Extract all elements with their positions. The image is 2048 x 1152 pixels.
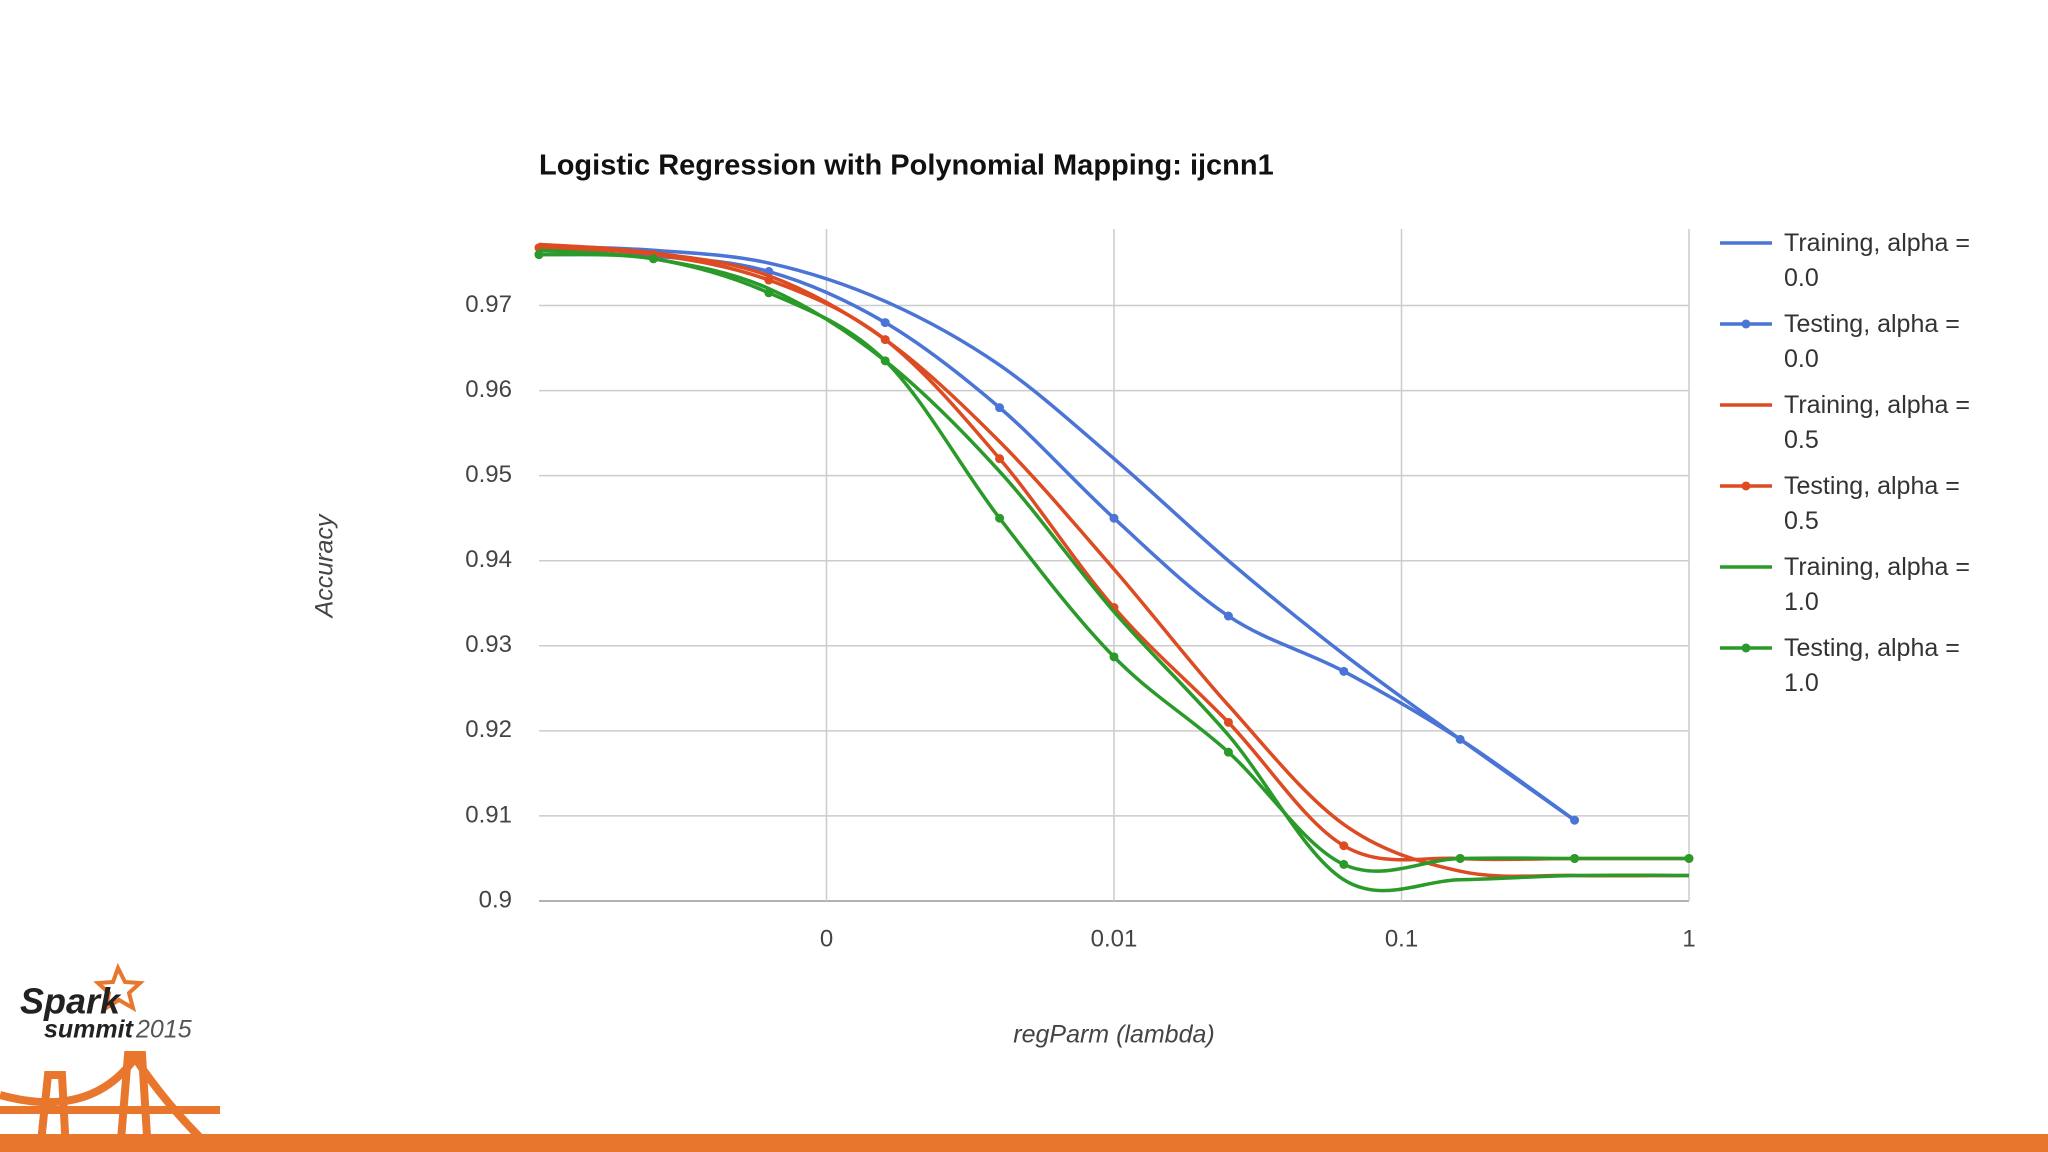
data-point xyxy=(1223,717,1233,727)
legend-label: Testing, alpha = 0.0 xyxy=(1784,310,1960,373)
data-point xyxy=(1455,734,1465,744)
legend-swatch xyxy=(1720,565,1772,569)
chart-title: Logistic Regression with Polynomial Mapp… xyxy=(539,150,1274,182)
y-tick-label: 0.94 xyxy=(465,546,512,573)
logo: Spark summit 2015 xyxy=(0,962,220,1152)
series-line xyxy=(538,242,1690,879)
data-point xyxy=(880,318,890,328)
logo-bridge xyxy=(0,1051,220,1152)
logo-name: Spark xyxy=(20,981,122,1022)
data-point xyxy=(1109,513,1119,523)
series-line xyxy=(538,244,1576,822)
legend-marker xyxy=(1741,643,1751,653)
logo-year: 2015 xyxy=(135,1016,192,1044)
footer-bar xyxy=(0,1134,2048,1152)
data-point xyxy=(1339,841,1349,851)
y-tick-label: 0.9 xyxy=(479,886,512,913)
series-line xyxy=(538,252,1576,822)
y-tick-label: 0.93 xyxy=(465,631,512,658)
data-point xyxy=(1570,853,1580,863)
data-point xyxy=(764,288,774,298)
logo-star xyxy=(93,962,145,1013)
series-line xyxy=(538,252,1689,873)
x-tick-label: 0 xyxy=(820,925,833,952)
data-point xyxy=(880,335,890,345)
legend-swatch xyxy=(1720,241,1772,245)
legend-label: Testing, alpha = 1.0 xyxy=(1784,634,1960,697)
legend-label: Training, alpha = 1.0 xyxy=(1784,553,1970,616)
y-tick-label: 0.95 xyxy=(465,461,512,488)
x-tick-label: 0.01 xyxy=(1091,925,1138,952)
data-point xyxy=(1570,815,1580,825)
data-point xyxy=(1339,859,1349,869)
data-point xyxy=(764,275,774,285)
data-point xyxy=(880,356,890,366)
data-point xyxy=(1339,666,1349,676)
legend-label: Training, alpha = 0.5 xyxy=(1784,391,1970,454)
data-point xyxy=(995,513,1005,523)
data-point xyxy=(1223,611,1233,621)
legend-label: Testing, alpha = 0.5 xyxy=(1784,472,1960,535)
legend-swatch xyxy=(1720,481,1772,491)
legend-swatch xyxy=(1720,643,1772,653)
legend-swatch xyxy=(1720,403,1772,407)
data-point xyxy=(534,250,544,260)
series-line xyxy=(538,248,1690,893)
legend-swatch xyxy=(1720,319,1772,329)
logo-event: summit xyxy=(44,1016,135,1044)
y-tick-label: 0.97 xyxy=(465,291,512,318)
y-tick-label: 0.91 xyxy=(465,801,512,828)
x-tick-label: 1 xyxy=(1682,925,1695,952)
legend-label: Training, alpha = 0.0 xyxy=(1784,229,1970,292)
legend-marker xyxy=(1741,481,1751,491)
data-point xyxy=(995,454,1005,464)
data-point xyxy=(1223,747,1233,757)
y-tick-label: 0.92 xyxy=(465,716,512,743)
y-axis-title: Accuracy xyxy=(311,513,339,619)
legend-marker xyxy=(1741,319,1751,329)
y-tick-label: 0.96 xyxy=(465,376,512,403)
data-point xyxy=(1109,652,1119,662)
data-point xyxy=(995,403,1005,413)
data-point xyxy=(1684,853,1694,863)
x-tick-label: 0.1 xyxy=(1385,925,1418,952)
data-point xyxy=(1455,853,1465,863)
x-axis-title: regParm (lambda) xyxy=(1013,1021,1214,1049)
data-point xyxy=(648,254,658,264)
